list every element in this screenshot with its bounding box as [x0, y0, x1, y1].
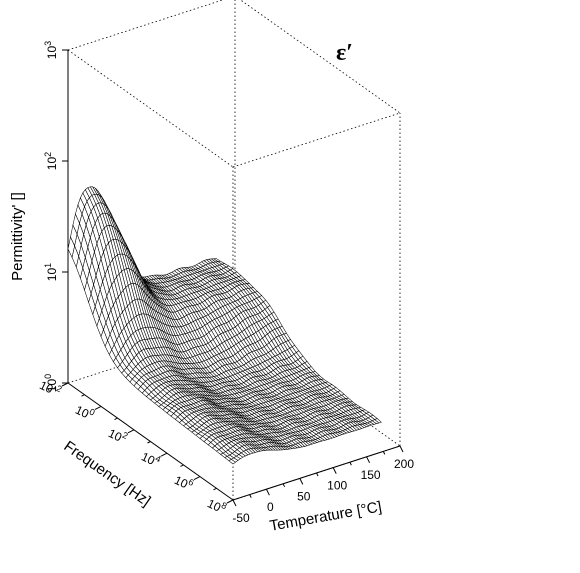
z-axis-label: Permittivity' []: [9, 192, 26, 281]
y-tick-label-group: 100: [73, 401, 96, 423]
y-tick-label: 104: [139, 448, 162, 470]
y-tick-label: 100: [73, 401, 96, 423]
y-tick-label-group: 106: [172, 471, 195, 493]
x-tick-label: 100: [327, 479, 347, 493]
z-tick-label: 100: [43, 374, 59, 392]
x-tick: [332, 467, 337, 474]
y-tick-label: 102: [106, 424, 129, 446]
z-tick-label: 101: [43, 263, 59, 281]
mesh-cell: [228, 459, 236, 465]
y-tick: [160, 452, 168, 457]
x-minor-tick: [349, 461, 352, 466]
z-tick-label-group: 103: [43, 41, 59, 59]
x-tick: [265, 488, 270, 496]
x-tick: [399, 445, 404, 453]
y-tick: [94, 405, 102, 410]
y-tick: [127, 429, 135, 434]
box-edge: [67, 49, 234, 168]
y-tick-label-group: 108: [205, 494, 228, 516]
box-edge: [232, 112, 401, 168]
y-minor-tick: [213, 487, 217, 491]
x-minor-tick: [382, 451, 386, 455]
z-tick-label: 102: [43, 152, 59, 170]
z-tick-label-group: 100: [43, 374, 59, 392]
x-tick: [299, 478, 304, 485]
y-tick: [61, 382, 69, 387]
x-tick-label: 200: [394, 457, 414, 471]
box-edge: [67, 328, 236, 384]
x-tick-label: -50: [232, 511, 250, 525]
y-axis-label: Frequency [Hz]: [61, 438, 154, 510]
y-axis-label-group: Frequency [Hz]: [61, 438, 154, 510]
x-tick-label: 50: [297, 489, 311, 503]
y-tick-label-group: 102: [106, 424, 129, 446]
box-edge: [67, 0, 224, 51]
z-tick-label-group: 102: [43, 152, 59, 170]
y-tick-label: 106: [172, 471, 195, 493]
y-tick: [226, 499, 234, 504]
x-tick-label: 150: [361, 468, 381, 482]
x-minor-tick: [282, 483, 286, 488]
y-tick-label-group: 10-2: [37, 376, 63, 400]
x-minor-tick: [249, 494, 252, 498]
x-minor-tick: [316, 472, 319, 477]
y-minor-tick: [114, 417, 118, 421]
x-axis-label-group: Temperature [°C]: [268, 498, 383, 534]
epsilon-prime-annotation: ε′: [336, 40, 353, 66]
y-tick-label-group: 104: [139, 448, 162, 470]
x-tick-label: 0: [267, 500, 274, 514]
y-minor-tick: [81, 394, 85, 397]
bounding-box: [67, 0, 401, 501]
x-axis-label: Temperature [°C]: [268, 498, 383, 534]
y-minor-tick: [180, 464, 184, 467]
y-minor-tick: [147, 441, 151, 444]
x-tick: [232, 499, 237, 507]
z-axis-label-group: Permittivity' []: [9, 192, 26, 281]
y-tick: [193, 476, 201, 481]
x-tick: [366, 456, 371, 464]
box-edge: [239, 0, 401, 114]
y-tick-label: 108: [205, 494, 228, 516]
surface-mesh: [67, 186, 382, 465]
z-tick-label: 103: [43, 41, 59, 59]
y-tick-label: 10-2: [37, 376, 63, 400]
z-tick-label-group: 101: [43, 263, 59, 281]
